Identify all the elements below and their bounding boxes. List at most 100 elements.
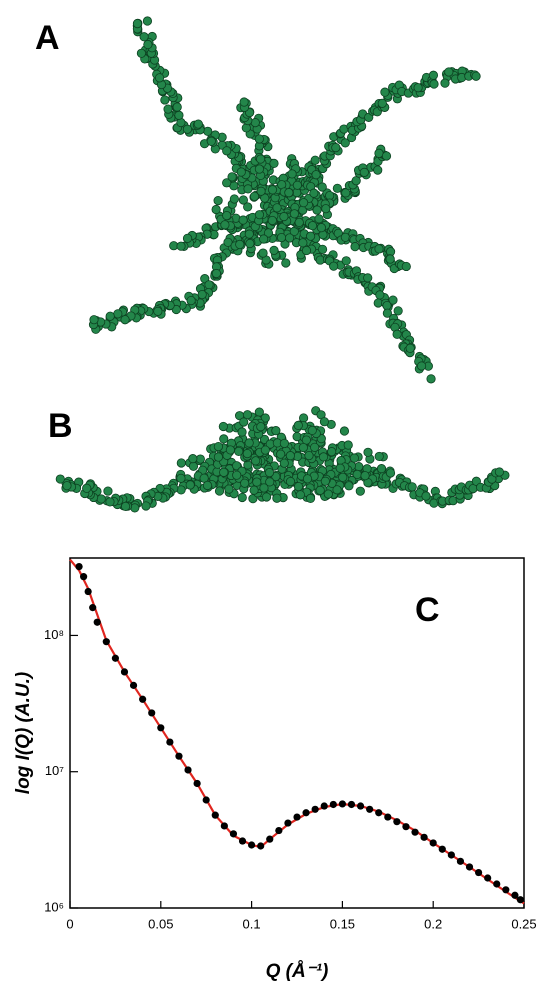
bead [227, 172, 237, 182]
bead [176, 458, 186, 468]
bead [213, 196, 223, 206]
bead [245, 238, 255, 249]
bead [355, 486, 365, 496]
bead [163, 104, 173, 114]
bead [244, 229, 254, 239]
x-axis-title: Q (Å⁻¹) [266, 961, 329, 982]
bead [174, 110, 184, 120]
data-point [411, 828, 419, 836]
data-point [257, 842, 265, 850]
bead [244, 438, 254, 448]
data-point [75, 562, 83, 571]
data-point [84, 587, 92, 596]
bead [254, 134, 264, 144]
data-point [284, 819, 292, 827]
bead [238, 215, 248, 225]
bead [239, 417, 249, 427]
bead [363, 447, 373, 457]
bead [301, 435, 311, 445]
y-tick-label: 10⁸ [44, 627, 64, 642]
data-point [120, 668, 129, 676]
bead [256, 422, 266, 432]
data-point [465, 863, 474, 871]
bead [381, 151, 392, 161]
bead [295, 490, 306, 500]
bead [241, 123, 251, 133]
bead [471, 71, 481, 81]
bead [254, 407, 264, 417]
data-point [175, 752, 183, 760]
bead [202, 480, 213, 491]
bead [222, 146, 232, 156]
bead [242, 410, 253, 420]
bead [292, 180, 302, 190]
bead [298, 238, 308, 248]
bead [237, 492, 247, 503]
data-point [89, 604, 97, 612]
bead [272, 493, 282, 503]
bead [105, 311, 115, 321]
bead [252, 477, 262, 487]
bead [89, 315, 99, 325]
bead [155, 73, 165, 83]
bead [265, 477, 275, 487]
bead [276, 449, 286, 459]
bead [393, 306, 403, 316]
data-point [384, 813, 392, 821]
data-point [516, 896, 524, 904]
bead [204, 280, 214, 290]
data-point [184, 766, 192, 774]
x-tick-label: 0.1 [243, 916, 261, 931]
data-point [493, 880, 501, 888]
data-point [375, 809, 383, 817]
bead [132, 18, 143, 29]
molecule-renderings [55, 16, 510, 513]
data-point [148, 709, 156, 717]
bead [413, 83, 423, 93]
bead [307, 425, 317, 435]
bead [332, 183, 342, 193]
data-point [393, 818, 401, 826]
y-tick-label: 10⁶ [44, 899, 64, 914]
bead [271, 426, 281, 436]
bead [294, 217, 304, 228]
bead [231, 461, 242, 471]
bead [223, 237, 233, 247]
bead [380, 87, 390, 97]
bead [302, 474, 313, 484]
data-point [275, 826, 283, 835]
data-point [248, 841, 256, 849]
bead [401, 261, 411, 272]
bead [329, 261, 339, 271]
bead [240, 478, 250, 488]
bead [440, 78, 450, 88]
panel-label: A [35, 19, 60, 57]
bead [120, 315, 130, 325]
bead [254, 210, 265, 220]
data-point [80, 573, 88, 581]
bead [285, 476, 296, 487]
bead [312, 205, 322, 215]
bead [350, 242, 360, 252]
data-point [229, 830, 238, 838]
bead [222, 210, 232, 221]
bead [317, 182, 327, 192]
data-point [139, 695, 147, 703]
data-point [420, 833, 428, 841]
bead [284, 233, 295, 243]
bead [142, 16, 153, 26]
bead [314, 214, 324, 224]
bead [120, 501, 131, 511]
bead [343, 440, 353, 450]
data-point [220, 822, 228, 830]
bead [429, 79, 439, 89]
bead [229, 194, 239, 204]
bead [287, 169, 297, 179]
y-axis-title: log I(Q) (A.U.) [13, 672, 34, 794]
bead [323, 489, 333, 499]
bead [259, 234, 269, 244]
data-point [320, 802, 328, 810]
bead [185, 480, 195, 490]
